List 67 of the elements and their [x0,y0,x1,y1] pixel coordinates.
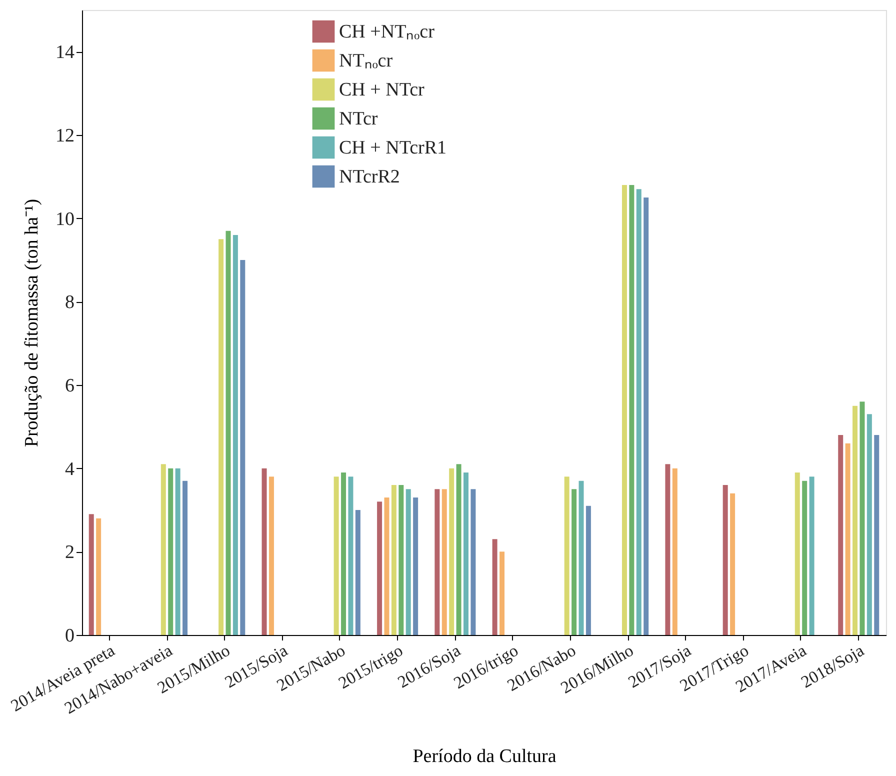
bar [456,464,462,635]
bar [492,539,498,635]
bar [377,502,382,635]
bar [874,435,880,635]
bar [636,189,642,635]
bar [384,498,390,635]
y-axis-title: Produção de fitomassa (ton ha⁻¹) [22,198,42,448]
legend-label: CH + NTcr [339,80,426,100]
bar [341,472,346,635]
bar [334,476,339,635]
bar [794,472,800,635]
y-tick-label: 10 [56,208,74,230]
legend-label: NTcr [339,108,378,130]
bar [722,485,728,635]
bar [413,498,418,635]
bar [391,485,396,635]
bar [355,510,360,635]
bar [838,435,844,635]
bar [226,230,231,635]
bar [449,468,454,635]
bar [665,464,670,635]
bar [160,464,166,635]
bar [406,489,411,635]
bar [88,514,94,635]
bar [434,489,440,635]
bar [470,489,476,635]
bar [578,480,584,635]
y-tick-label: 8 [65,292,74,314]
legend-label: NTₙₒcr [339,50,394,72]
bar [802,480,808,635]
bar [860,402,865,635]
bar [232,235,238,635]
bar [262,468,267,635]
bar [175,468,180,635]
y-tick-label: 0 [65,626,74,646]
bar [644,198,649,635]
bar [96,518,102,635]
y-tick-label: 4 [65,458,75,480]
y-tick-label: 14 [56,42,75,64]
bar [398,485,404,635]
bar [268,476,274,635]
y-tick-label: 2 [65,542,74,564]
bar [866,414,872,635]
bar [182,480,188,635]
y-tick-label: 12 [56,126,74,146]
bar [622,185,627,635]
legend-label: CH +NTₙₒcr [339,22,436,42]
bar [572,489,577,635]
bar [463,472,468,635]
bar [240,260,246,635]
bar [500,552,505,635]
legend-label: NTcrR2 [339,166,400,188]
bar [672,468,678,635]
legend-label: CH + NTcrR1 [339,138,447,158]
bar [218,239,224,635]
bar [442,489,447,635]
bar [586,506,591,635]
bar [730,493,736,635]
x-axis-title: Período da Cultura [412,746,557,767]
bar [564,476,570,635]
bar [168,468,174,635]
bar [809,476,814,635]
y-tick-label: 6 [65,376,74,396]
bar [845,443,850,635]
bar [852,406,858,635]
bar [348,476,354,635]
bar [629,185,634,635]
